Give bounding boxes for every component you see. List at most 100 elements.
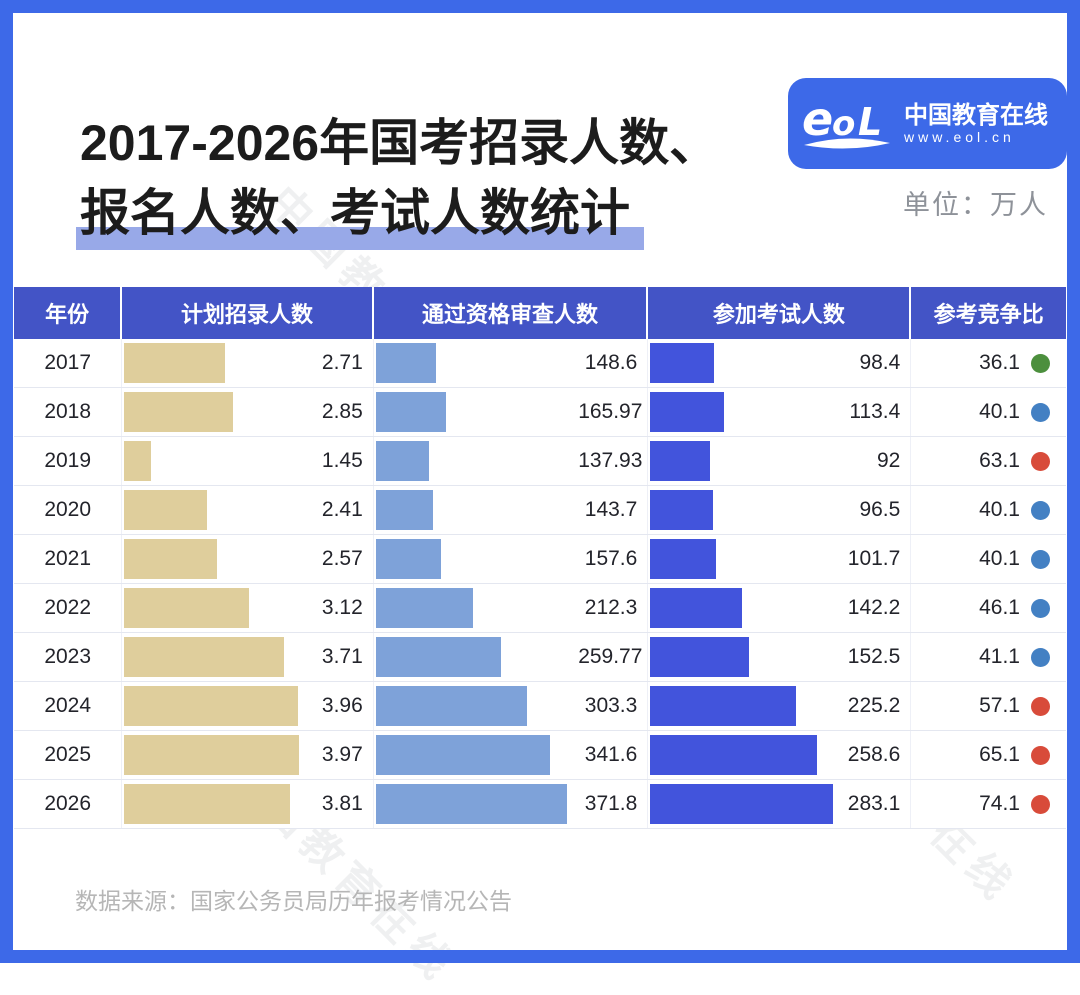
bar-track: [375, 784, 578, 824]
competition-ratio-cell: 41.1: [911, 633, 1066, 681]
competition-ratio-cell: 40.1: [911, 486, 1066, 534]
value-label: 212.3: [584, 596, 638, 619]
value-bar: [124, 441, 151, 481]
year-cell: 2017: [14, 339, 123, 387]
header-exam-takers: 参加考试人数: [648, 287, 912, 339]
bar-track: [375, 539, 578, 579]
value-bar: [375, 539, 442, 579]
table-row: 2025 3.97 341.6 258.6 65.1: [14, 731, 1066, 780]
bar-track: [124, 343, 309, 383]
bar-track: [650, 637, 844, 677]
ratio-status-dot: [1030, 353, 1050, 373]
value-bar: [375, 441, 430, 481]
bar-cell: 3.97: [122, 731, 374, 779]
bar-track: [375, 343, 578, 383]
table-row: 2024 3.96 303.3 225.2 57.1: [14, 682, 1066, 731]
bar-cell: 371.8: [374, 780, 649, 828]
bar-cell: 142.2: [648, 584, 912, 632]
logo-brand-name: 中国教育在线: [904, 101, 1048, 129]
bar-cell: 212.3: [374, 584, 649, 632]
table-body: 2017 2.71 148.6 98.4 36.1 2018 2.85 165.97 113.4…: [14, 339, 1066, 829]
value-label: 2.71: [321, 351, 363, 374]
ratio-value: 57.1: [979, 694, 1020, 717]
bar-track: [650, 441, 844, 481]
bar-cell: 3.71: [122, 633, 374, 681]
table-row: 2017 2.71 148.6 98.4 36.1: [14, 339, 1066, 388]
value-bar: [124, 686, 299, 726]
value-label: 96.5: [859, 498, 901, 521]
value-label: 2.57: [321, 547, 363, 570]
year-cell: 2019: [14, 437, 123, 485]
bar-cell: 101.7: [648, 535, 912, 583]
bar-cell: 143.7: [374, 486, 649, 534]
table-row: 2019 1.45 137.93 92 63.1: [14, 437, 1066, 486]
value-bar: [650, 588, 743, 628]
value-bar: [375, 392, 446, 432]
page-title-line1: 2017-2026年国考招录人数、: [80, 114, 720, 171]
value-bar: [124, 343, 225, 383]
value-label: 101.7: [847, 547, 901, 570]
bar-cell: 157.6: [374, 535, 649, 583]
value-bar: [124, 784, 290, 824]
ratio-status-dot: [1030, 500, 1050, 520]
value-bar: [650, 539, 717, 579]
value-label: 165.97: [578, 400, 643, 423]
svg-text:L: L: [858, 100, 882, 144]
year-cell: 2026: [14, 780, 123, 828]
table-row: 2021 2.57 157.6 101.7 40.1: [14, 535, 1066, 584]
page-title-line2: 报名人数、考试人数统计: [76, 178, 644, 250]
header-year: 年份: [14, 287, 123, 339]
bar-cell: 148.6: [374, 339, 649, 387]
value-label: 143.7: [584, 498, 638, 521]
value-label: 225.2: [847, 694, 901, 717]
value-bar: [124, 637, 284, 677]
value-label: 142.2: [847, 596, 901, 619]
table-row: 2018 2.85 165.97 113.4 40.1: [14, 388, 1066, 437]
competition-ratio-cell: 63.1: [911, 437, 1066, 485]
value-bar: [650, 490, 713, 530]
bar-track: [124, 637, 309, 677]
unit-label: 单位：万人: [903, 190, 1048, 220]
value-bar: [375, 343, 436, 383]
bar-track: [650, 735, 844, 775]
logo-url: www.eol.cn: [904, 129, 1015, 146]
svg-text:o: o: [832, 104, 855, 144]
bar-cell: 259.77: [374, 633, 649, 681]
ratio-value: 40.1: [979, 400, 1020, 423]
value-bar: [375, 784, 568, 824]
bar-track: [375, 735, 578, 775]
bar-track: [124, 784, 309, 824]
value-bar: [124, 392, 234, 432]
competition-ratio-cell: 40.1: [911, 388, 1066, 436]
bar-track: [375, 588, 578, 628]
ratio-status-dot: [1030, 598, 1050, 618]
bar-track: [124, 539, 309, 579]
header-qualified-applicants: 通过资格审查人数: [374, 287, 649, 339]
bar-track: [124, 441, 309, 481]
ratio-status-dot: [1030, 402, 1050, 422]
stats-table: 年份 计划招录人数 通过资格审查人数 参加考试人数 参考竞争比 2017 2.71…: [14, 287, 1066, 829]
value-bar: [650, 637, 749, 677]
table-row: 2026 3.81 371.8 283.1 74.1: [14, 780, 1066, 829]
bar-cell: 96.5: [648, 486, 912, 534]
ratio-status-dot: [1030, 745, 1050, 765]
bar-cell: 225.2: [648, 682, 912, 730]
ratio-value: 63.1: [979, 449, 1020, 472]
value-label: 341.6: [584, 743, 638, 766]
ratio-status-dot: [1030, 696, 1050, 716]
competition-ratio-cell: 40.1: [911, 535, 1066, 583]
value-label: 3.71: [321, 645, 363, 668]
bar-track: [650, 686, 844, 726]
header-planned-recruits: 计划招录人数: [122, 287, 374, 339]
year-cell: 2023: [14, 633, 123, 681]
competition-ratio-cell: 46.1: [911, 584, 1066, 632]
bar-cell: 3.81: [122, 780, 374, 828]
bar-track: [124, 686, 309, 726]
page-title: 2017-2026年国考招录人数、 报名人数、考试人数统计: [76, 108, 720, 250]
bar-track: [375, 637, 578, 677]
bar-track: [375, 490, 578, 530]
bar-track: [650, 539, 844, 579]
header-competition-ratio: 参考竞争比: [933, 302, 1044, 327]
table-row: 2023 3.71 259.77 152.5 41.1: [14, 633, 1066, 682]
bar-track: [650, 490, 844, 530]
